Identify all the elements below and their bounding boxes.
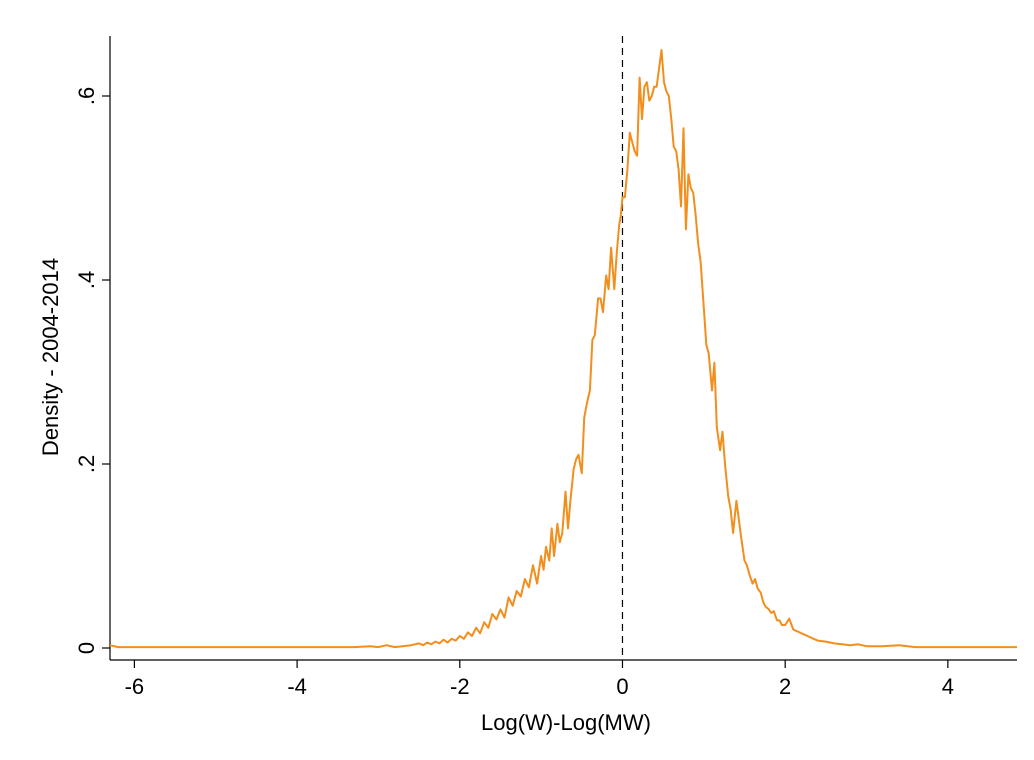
x-tick-label: 2 (779, 674, 791, 699)
x-tick-label: -4 (287, 674, 307, 699)
x-tick-label: 0 (616, 674, 628, 699)
series-layer (109, 49, 1017, 649)
y-tick-label: .2 (74, 455, 99, 473)
axes-layer: -6 -4 -2 0 2 4 0 .2 .4 .6 (74, 36, 1017, 699)
density-series-line (109, 49, 1017, 649)
y-axis-title: Density - 2004-2014 (38, 258, 63, 456)
y-tick-label: .4 (74, 271, 99, 289)
x-tick-label: -6 (125, 674, 145, 699)
y-tick-label: .6 (74, 87, 99, 105)
x-axis-title: Log(W)-Log(MW) (481, 710, 651, 735)
y-tick-label: 0 (74, 642, 99, 654)
x-tick-label: 4 (942, 674, 954, 699)
x-tick-label: -2 (450, 674, 470, 699)
